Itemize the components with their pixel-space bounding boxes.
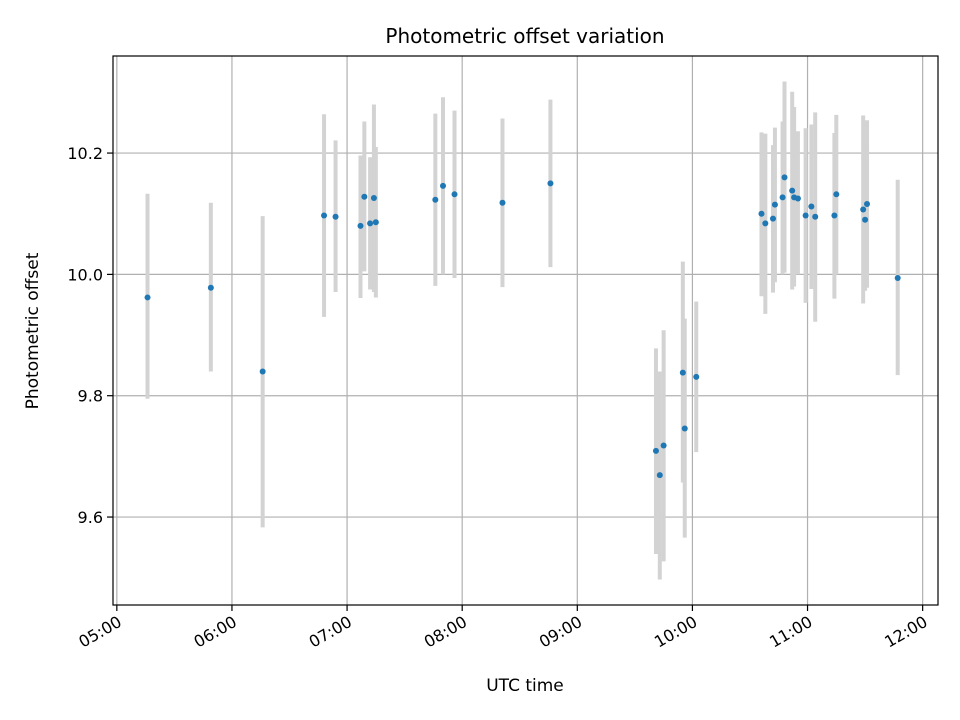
data-point [789, 187, 796, 194]
data-point [794, 195, 801, 202]
data-point [259, 368, 266, 375]
data-point [833, 191, 840, 198]
y-tick-label: 9.8 [78, 387, 103, 406]
data-point [779, 194, 786, 201]
data-point [332, 213, 339, 220]
data-points [144, 174, 901, 479]
data-point [144, 294, 151, 301]
data-point [781, 174, 788, 181]
data-point [864, 201, 871, 208]
data-point [679, 369, 686, 376]
data-point [812, 213, 819, 220]
grid-lines [113, 56, 938, 605]
data-point [432, 196, 439, 203]
data-point [758, 210, 765, 217]
data-point [370, 194, 377, 201]
data-point [656, 472, 663, 479]
data-point [693, 373, 700, 380]
data-point [451, 191, 458, 198]
plot-area [113, 56, 938, 605]
data-point [802, 212, 809, 219]
data-point [660, 442, 667, 449]
y-axis-ticks: 9.6 9.8 10.0 10.2 [67, 144, 113, 527]
data-point [207, 284, 214, 291]
data-point [652, 447, 659, 454]
data-point [321, 212, 328, 219]
y-tick-label: 10.0 [67, 265, 103, 284]
data-point [499, 199, 506, 206]
plot-frame [112, 55, 939, 606]
data-point [762, 220, 769, 227]
x-axis-label: UTC time [486, 676, 564, 696]
data-point [367, 220, 374, 227]
y-tick-label: 10.2 [67, 144, 103, 163]
data-point [357, 222, 364, 229]
data-point [440, 182, 446, 189]
data-point [361, 193, 368, 200]
data-point [681, 425, 688, 432]
data-point [808, 203, 815, 210]
data-point [862, 216, 869, 223]
data-point [372, 219, 379, 226]
data-point [547, 180, 554, 187]
data-point [770, 215, 776, 222]
data-point [771, 201, 778, 208]
y-axis-label: Photometric offset [23, 252, 43, 409]
chart-title: Photometric offset variation [385, 24, 664, 48]
data-point [894, 275, 901, 282]
data-point [831, 212, 838, 219]
data-point [860, 206, 867, 213]
y-tick-label: 9.6 [78, 508, 103, 527]
